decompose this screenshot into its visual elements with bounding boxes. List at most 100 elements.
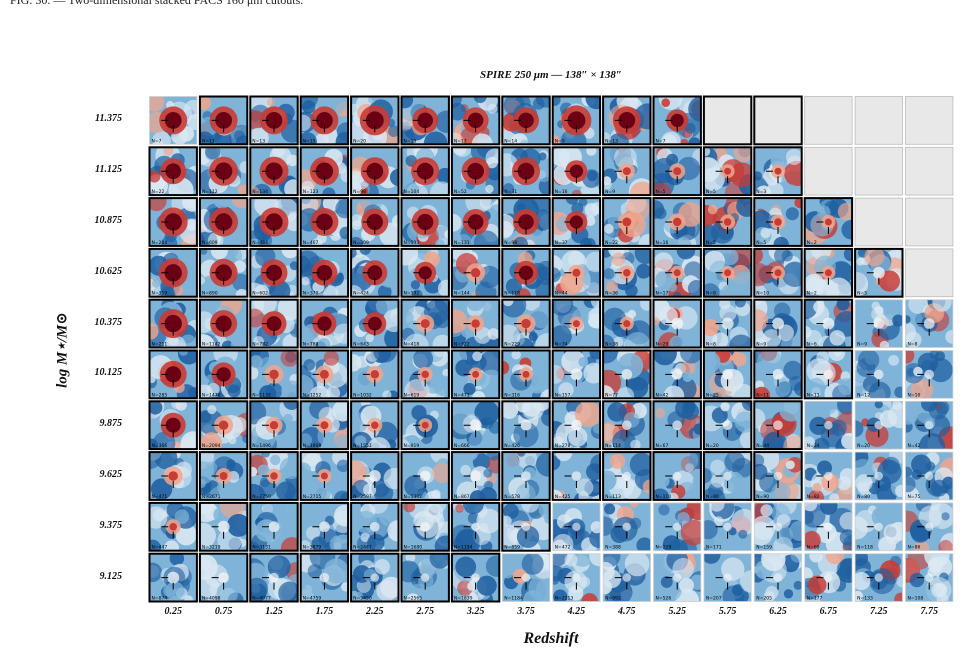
noise-blob [911,378,934,399]
cutout-border [198,247,249,298]
noise-blob [552,96,561,106]
noise-blob [636,537,651,551]
cutout-count-label: N=1839 [454,596,473,602]
noise-blob [188,387,197,399]
source-core [420,522,431,532]
cutout-border [551,298,602,349]
noise-blob [719,304,737,322]
noise-blob [403,180,419,196]
noise-blob [351,236,363,246]
noise-blob [429,181,449,196]
noise-blob [432,463,449,483]
cutout-count-label: N=666 [454,443,470,449]
cutout-cell: N=5 [702,197,753,247]
cutout-count-label: N=8 [706,342,716,348]
noise-blob [485,555,500,577]
noise-blob [585,251,601,273]
cutout-border [702,451,753,501]
noise-blob [436,167,449,184]
noise-blob [707,204,718,215]
source-core [217,520,230,533]
cutout-count-label: N=319 [152,291,168,297]
noise-blob [625,284,638,297]
cutout-border [198,146,249,197]
cutout-count-label: N=370 [303,291,319,297]
noise-blob [928,401,948,420]
noise-blob [486,156,498,169]
noise-blob [739,428,752,450]
noise-blob [374,558,390,575]
cutout-count-label: N=3450 [353,596,372,602]
cutout-cell: N=113 [602,451,652,501]
cutout-count-label: N=2671 [202,494,221,500]
noise-blob [654,207,667,220]
noise-blob [479,350,500,376]
cutout-count-label: N=20 [706,443,719,449]
cutout-border [350,197,400,247]
source-core [874,522,883,531]
noise-blob [738,529,748,539]
cutout-count-label: N=98 [504,240,517,246]
noise-blob [676,452,699,472]
source-core [416,162,434,180]
noise-blob [367,437,391,450]
cutout-cell: N=177 [804,553,853,602]
source-core [214,213,233,231]
cutout-border [501,501,551,552]
source-core [518,265,534,280]
source-core [269,572,279,583]
cutout-count-label: N=2715 [303,494,322,500]
noise-blob [760,504,773,517]
noise-blob [175,523,197,546]
noise-blob [612,429,636,450]
noise-blob [552,147,570,166]
noise-blob [896,575,903,588]
cutout-border [450,146,501,197]
noise-blob [231,198,248,209]
cutout-count-label: N=207 [706,596,722,602]
noise-blob [930,479,948,497]
noise-blob [404,475,427,498]
noise-blob [804,273,825,295]
noise-blob [535,333,550,348]
noise-blob [624,553,650,577]
cutout-cell: N=5 [753,197,803,247]
noise-blob [638,233,651,246]
cutout-cell: N=2597 [350,451,400,501]
noise-blob [300,374,314,397]
cutout-count-label: N=3219 [202,545,221,551]
source-core [925,421,934,430]
source-core [923,318,935,329]
noise-blob [289,261,298,271]
cutout-cell: N=207 [703,553,752,602]
source-core [623,320,631,328]
noise-blob [401,299,415,319]
noise-blob [610,525,629,543]
noise-blob [483,480,494,491]
cutout-cell: N=1142 [198,298,249,349]
cutout-cell: N=38 [602,298,652,349]
noise-blob [703,167,725,191]
noise-blob [681,360,696,375]
noise-blob [841,219,853,240]
cutout-border [148,501,198,552]
cutout-count-label: N=134 [252,189,268,195]
source-core [724,269,732,277]
noise-blob [250,466,258,477]
source-core [723,522,732,531]
cutout-border [148,552,198,603]
cutout-border [501,95,551,146]
noise-blob [485,184,494,194]
cutout-border [450,501,501,552]
noise-blob [936,593,949,602]
noise-blob [606,280,619,293]
cutout-cell: N=3879 [299,501,350,552]
noise-blob [226,459,236,469]
cutout-count-label: N=131 [454,240,470,246]
noise-blob [174,509,190,524]
cutout-border [653,502,702,552]
noise-blob [382,309,399,333]
source-core [265,213,283,231]
noise-blob [568,427,588,447]
